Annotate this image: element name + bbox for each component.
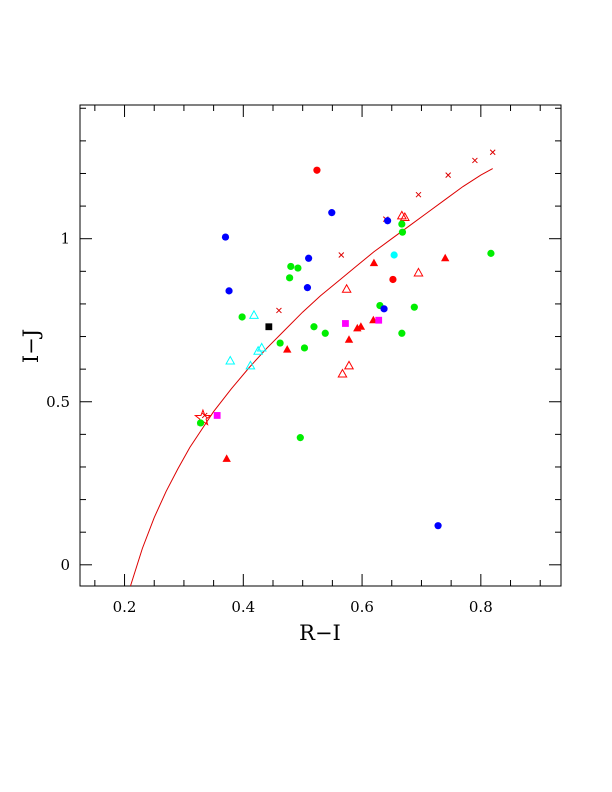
red-circle-point xyxy=(313,166,321,174)
red-circle-point xyxy=(389,275,397,284)
green-circle-point xyxy=(296,434,304,442)
cyan-triangle-open-point xyxy=(225,355,236,365)
model-curve-marker xyxy=(276,307,282,314)
blue-circle-point xyxy=(225,287,233,295)
green-circle-point xyxy=(276,339,284,347)
axis-tick-labels: 0.2 0.4 0.6 0.8 0 0.5 1 xyxy=(46,230,493,616)
blue-circle-point xyxy=(303,284,312,292)
cyan-triangle-open-point xyxy=(248,309,260,319)
blue-circle-point xyxy=(221,233,230,241)
x-tick-label: 0.6 xyxy=(350,598,374,616)
axis-ticks xyxy=(80,105,561,586)
cyan-circle-point xyxy=(390,251,398,259)
green-circle-point xyxy=(321,329,329,337)
y-tick-label: 0 xyxy=(60,556,70,574)
green-circle-point xyxy=(286,274,294,282)
red-triangle-open-point xyxy=(399,211,410,222)
cyan-triangle-open-point xyxy=(256,342,267,352)
green-circle-point xyxy=(196,419,205,427)
red-triangle-filled-point xyxy=(369,258,379,267)
red-triangle-filled-point xyxy=(222,454,231,462)
y-tick-label: 0.5 xyxy=(46,393,70,411)
model-curve-marker xyxy=(415,191,422,198)
green-circle-point xyxy=(398,228,407,236)
cyan-triangle-open-point xyxy=(245,360,256,370)
model-curve-marker xyxy=(489,149,496,156)
red-triangle-filled-point xyxy=(441,253,450,262)
y-axis-title: I−J xyxy=(19,329,43,363)
blue-circle-point xyxy=(384,217,392,225)
blue-circle-point xyxy=(380,305,388,313)
magenta-square-point xyxy=(213,412,221,419)
red-triangle-filled-point xyxy=(283,345,292,353)
green-circle-point xyxy=(287,262,295,271)
model-curve-marker xyxy=(445,172,452,178)
red-triangle-open-point xyxy=(337,368,348,378)
x-tick-label: 0.8 xyxy=(469,598,493,616)
data-points xyxy=(193,166,495,530)
plot-area xyxy=(130,149,496,586)
magenta-square-point xyxy=(375,316,383,324)
y-tick-label: 1 xyxy=(60,230,70,248)
red-triangle-open-point xyxy=(341,283,352,293)
red-triangle-filled-point xyxy=(356,322,366,330)
green-circle-point xyxy=(238,313,246,321)
model-curve-line xyxy=(130,168,493,586)
green-circle-point xyxy=(410,303,418,311)
red-triangle-open-point xyxy=(343,360,355,370)
red-triangle-filled-point xyxy=(344,335,354,343)
green-circle-point xyxy=(300,344,309,352)
green-circle-point xyxy=(310,323,318,331)
plot-frame xyxy=(79,104,562,587)
blue-circle-point xyxy=(328,209,336,217)
green-circle-point xyxy=(294,264,302,272)
model-curve xyxy=(130,149,496,586)
green-circle-point xyxy=(398,329,406,337)
x-tick-label: 0.2 xyxy=(113,598,137,616)
model-curve-marker xyxy=(472,157,478,164)
red-triangle-open-point xyxy=(413,267,424,277)
x-axis-title: R−I xyxy=(299,621,341,645)
green-circle-point xyxy=(487,249,495,257)
blue-circle-point xyxy=(434,522,442,530)
magenta-square-point xyxy=(342,320,349,327)
blue-circle-point xyxy=(305,254,313,262)
x-tick-label: 0.4 xyxy=(231,598,255,616)
green-circle-point xyxy=(398,220,406,228)
black-square-point xyxy=(265,323,273,331)
model-curve-marker xyxy=(338,252,345,258)
